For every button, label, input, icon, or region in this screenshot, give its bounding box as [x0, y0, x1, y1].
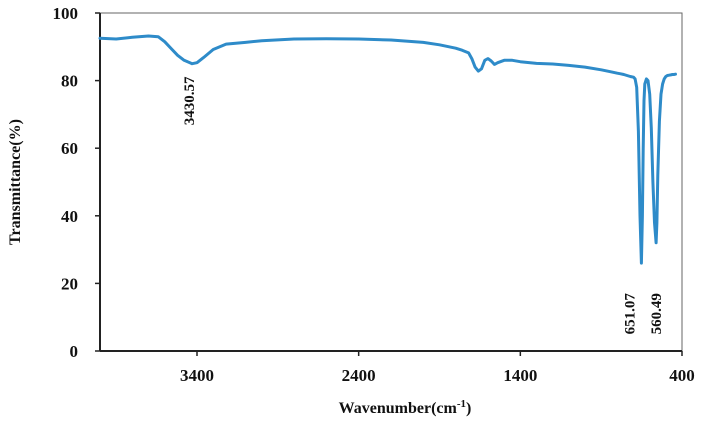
y-tick-label: 40: [61, 207, 78, 226]
x-tick-label: 400: [669, 366, 695, 385]
series-layer: [98, 34, 677, 265]
spectrum-line: [98, 34, 677, 265]
x-axis-title-main: Wavenumber(cm: [339, 400, 458, 417]
x-tick-label: 2400: [342, 366, 376, 385]
plot-frame: [99, 12, 683, 352]
peak-label: 651.07: [622, 293, 638, 335]
x-axis-title: Wavenumber(cm-1): [339, 398, 472, 417]
y-tick-label: 80: [61, 72, 78, 91]
y-tick-label: 100: [53, 4, 79, 23]
x-tick-label: 1400: [503, 366, 537, 385]
x-tick-label: 3400: [180, 366, 214, 385]
y-tick-label: 20: [61, 274, 78, 293]
y-tick-label: 0: [70, 342, 79, 361]
y-tick-label: 60: [61, 139, 78, 158]
peak-label: 3430.57: [182, 76, 198, 125]
x-axis-title-close: ): [466, 400, 471, 417]
peak-label: 560.49: [649, 293, 665, 334]
y-axis-title: Transmittance(%): [7, 119, 24, 245]
peak-labels: 3430.57 651.07 560.49: [182, 76, 665, 334]
axis-ticks: 3400 2400 1400 400 0 20 40 60 80 100: [53, 4, 695, 385]
x-axis-title-superscript: -1: [457, 398, 466, 410]
